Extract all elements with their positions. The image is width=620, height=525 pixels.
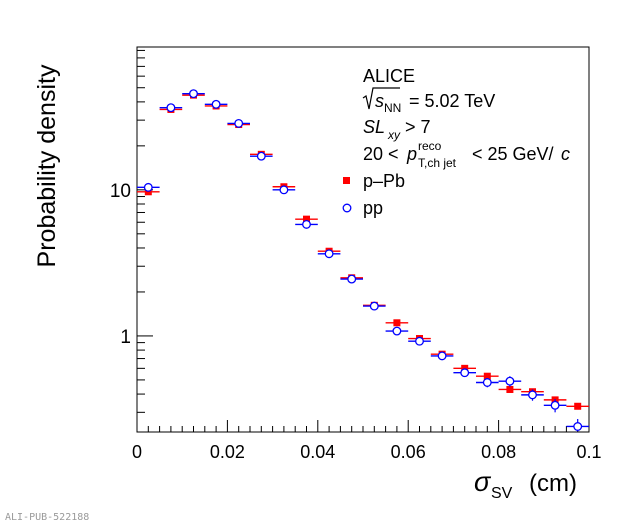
energy-sub: NN — [384, 101, 401, 115]
legend-marker-ppb — [343, 177, 350, 184]
x-tick-label: 0.04 — [300, 442, 335, 462]
data-point — [279, 185, 289, 195]
x-axis-label-symbol: σ — [474, 467, 492, 497]
sl-annotation: SL xy > 7 — [363, 117, 431, 142]
data-point — [211, 99, 221, 109]
legend-label-pp: pp — [363, 198, 383, 218]
annotation-block: ALICE s NN = 5.02 TeV SL xy > 7 20 < p r… — [362, 66, 570, 170]
x-tick-label: 0.08 — [481, 442, 516, 462]
x-axis-label-unit: (cm) — [529, 470, 577, 497]
x-tick-label: 0.06 — [391, 442, 426, 462]
data-point — [347, 274, 357, 284]
data-point — [482, 378, 492, 387]
pt-post: < 25 GeV/ — [472, 144, 554, 164]
pt-sup: reco — [418, 139, 442, 153]
data-point — [143, 182, 153, 192]
data-point — [189, 89, 198, 99]
sl-sub: xy — [387, 128, 401, 142]
sl-text: SL — [363, 117, 385, 137]
data-point — [574, 402, 582, 410]
energy-value: = 5.02 TeV — [409, 91, 495, 111]
data-point — [505, 376, 515, 386]
x-axis-label: σ SV (cm) — [474, 467, 577, 502]
energy-annotation: s NN = 5.02 TeV — [362, 87, 495, 115]
data-point — [369, 301, 379, 311]
series-layer — [137, 89, 589, 432]
x-axis-label-sub: SV — [491, 485, 513, 502]
y-tick-label: 1 — [120, 327, 131, 348]
data-point — [166, 103, 176, 113]
pt-sub: T,ch jet — [418, 156, 457, 170]
energy-symbol: s — [375, 91, 384, 111]
data-point — [550, 400, 560, 410]
pt-pre: 20 < — [363, 144, 399, 164]
data-point — [483, 372, 491, 380]
data-point — [234, 118, 244, 128]
data-point — [415, 336, 424, 346]
data-point — [506, 385, 514, 393]
data-point — [302, 219, 311, 229]
series-ppb — [137, 91, 589, 410]
experiment-label: ALICE — [363, 66, 415, 86]
y-tick-label: 10 — [110, 181, 131, 202]
legend-marker-pp — [342, 203, 352, 213]
series-pp — [137, 89, 589, 432]
legend-label-ppb: p–Pb — [363, 171, 405, 191]
data-point — [528, 390, 537, 400]
data-point — [573, 422, 583, 431]
data-point — [256, 151, 266, 161]
data-point — [303, 215, 310, 223]
data-point — [393, 319, 401, 327]
x-tick-label: 0.1 — [576, 442, 601, 462]
y-axis-label: Probability density — [33, 64, 61, 267]
data-point — [324, 249, 334, 259]
pt-c: c — [561, 144, 570, 164]
x-axis: 0 0.02 0.04 0.06 0.08 0.1 — [132, 420, 602, 462]
data-point — [437, 351, 447, 361]
publication-id: ALI-PUB-522188 — [5, 512, 89, 523]
data-point — [392, 326, 402, 336]
data-point — [460, 368, 470, 378]
x-tick-label: 0.02 — [210, 442, 245, 462]
sqrt-sign — [362, 87, 400, 110]
legend: p–Pb pp — [342, 171, 405, 218]
sl-rest: > 7 — [405, 117, 431, 137]
pt-annotation: 20 < p reco T,ch jet < 25 GeV/ c — [363, 139, 570, 170]
x-tick-label: 0 — [132, 442, 142, 462]
y-axis: 1 10 — [110, 49, 153, 413]
pt-symbol: p — [406, 144, 417, 164]
